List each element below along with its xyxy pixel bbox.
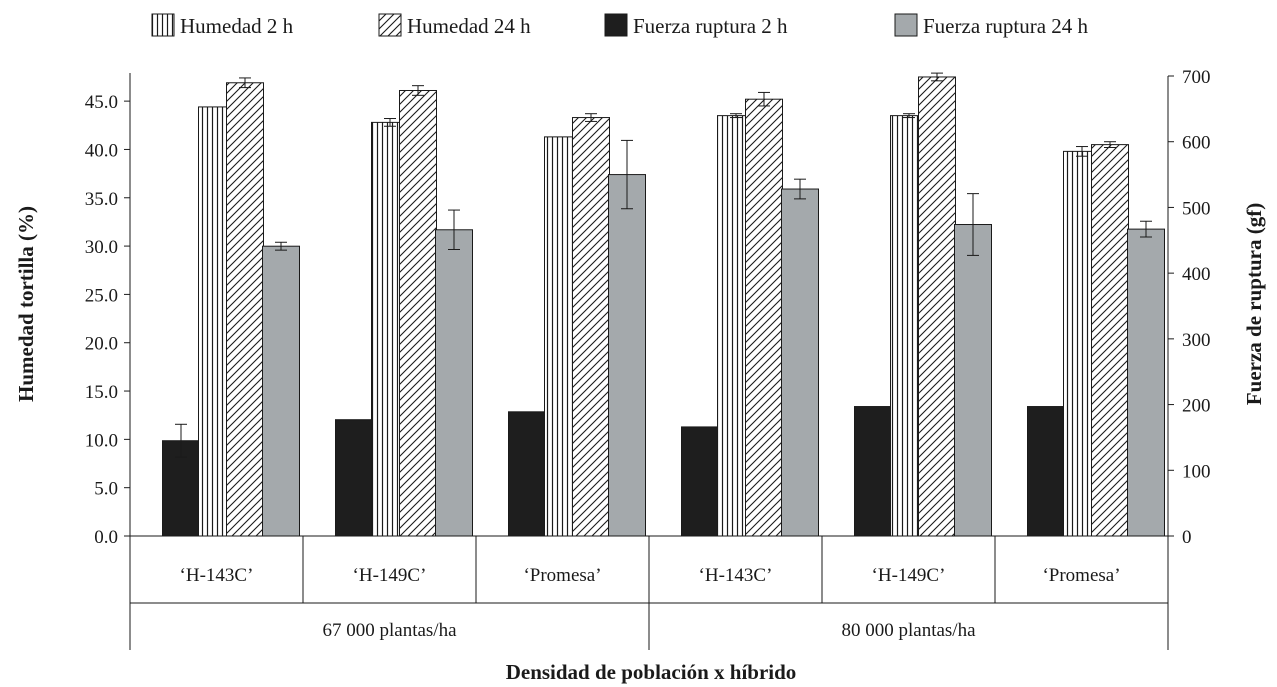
legend-item: Fuerza ruptura 24 h: [894, 13, 1089, 38]
error-bar: [585, 113, 597, 122]
legend: Humedad 2 h Humedad 24 h Fuerza ruptura 2 …: [151, 13, 1089, 38]
y-axis-left-tick-label: 45.0: [85, 92, 118, 113]
error-bar: [412, 85, 424, 96]
y-axis-right-tick-label: 100: [1182, 461, 1211, 482]
y-axis-right-tick-label: 400: [1182, 264, 1211, 285]
x-axis-category-label: ‘Promesa’: [523, 565, 601, 586]
legend-label: Fuerza ruptura 2 h: [633, 14, 788, 38]
y-axis-right-tick-label: 300: [1182, 330, 1211, 351]
error-bar: [1076, 146, 1088, 157]
y-axis-right-tick-label: 200: [1182, 396, 1211, 417]
error-bar: [758, 91, 770, 107]
error-bar: [275, 241, 287, 251]
y-axis-right-tick-label: 600: [1182, 133, 1211, 154]
error-bar: [730, 113, 742, 119]
y-axis-left-tick-label: 35.0: [85, 189, 118, 210]
y-axis-left-tick-label: 30.0: [85, 237, 118, 258]
legend-label: Fuerza ruptura 24 h: [923, 14, 1089, 38]
bar: [854, 406, 892, 537]
legend-label: Humedad 24 h: [407, 14, 531, 38]
y-axis-right-tick-label: 500: [1182, 198, 1211, 219]
bar: [262, 245, 300, 537]
error-bar: [903, 113, 915, 119]
legend-swatch: [894, 13, 918, 37]
bar: [954, 224, 992, 537]
bar: [1091, 144, 1129, 537]
bar: [781, 188, 819, 537]
y-axis-right-title: Fuerza de ruptura (gf): [1242, 203, 1266, 405]
legend-swatch: [604, 13, 628, 37]
bar: [508, 411, 546, 537]
x-axis-category-label: ‘H-143C’: [699, 565, 773, 586]
y-axis-left-tick-label: 20.0: [85, 334, 118, 355]
bar: [681, 426, 719, 537]
bar: [335, 419, 373, 537]
bar: [608, 174, 646, 537]
x-axis-category-label: ‘H-149C’: [353, 565, 427, 586]
y-axis-left-tick-label: 40.0: [85, 140, 118, 161]
x-axis-category-label: ‘H-149C’: [872, 565, 946, 586]
legend-item: Fuerza ruptura 2 h: [604, 13, 788, 38]
x-axis-category-label: ‘H-143C’: [180, 565, 254, 586]
bar: [435, 229, 473, 537]
y-axis-left-tick-label: 0.0: [94, 527, 118, 548]
axes: 0.0 5.0 10.0 15.0 20.0 25.0 30.0 35.0 40.0 45.0 0 1…: [85, 67, 1211, 650]
legend-item: Humedad 24 h: [378, 13, 531, 38]
bar: [399, 89, 437, 537]
error-bar: [448, 209, 460, 250]
y-axis-right-tick-label: 700: [1182, 67, 1211, 88]
x-axis-category-label: ‘Promesa’: [1042, 565, 1120, 586]
x-axis-group-label: 80 000 plantas/ha: [841, 620, 976, 641]
bar: [745, 98, 783, 537]
y-axis-left-tick-label: 15.0: [85, 382, 118, 403]
error-bar: [239, 77, 251, 89]
error-bar: [794, 178, 806, 200]
y-axis-left-tick-label: 25.0: [85, 285, 118, 306]
bar: [918, 76, 956, 537]
legend-label: Humedad 2 h: [180, 14, 294, 38]
error-bar: [621, 139, 633, 210]
error-bar: [1140, 220, 1152, 238]
bar: [1127, 228, 1165, 537]
bar: [572, 117, 610, 537]
x-axis-group-label: 67 000 plantas/ha: [322, 620, 457, 641]
error-bar: [175, 423, 187, 458]
error-bar: [1104, 141, 1116, 149]
y-axis-left-title: Humedad tortilla (%): [14, 206, 38, 402]
bar: [1027, 406, 1065, 537]
legend-item: Humedad 2 h: [151, 13, 294, 38]
error-bar: [384, 118, 396, 127]
x-axis-title: Densidad de población x híbrido: [506, 660, 797, 684]
error-bar: [967, 193, 979, 256]
legend-swatch: [378, 13, 402, 37]
bar: [226, 82, 264, 537]
y-axis-left-tick-label: 10.0: [85, 430, 118, 451]
plot-area: [162, 72, 1165, 537]
error-bar: [931, 72, 943, 82]
y-axis-right-tick-label: 0: [1182, 527, 1192, 548]
y-axis-left-tick-label: 5.0: [94, 479, 118, 500]
legend-swatch: [151, 13, 175, 37]
